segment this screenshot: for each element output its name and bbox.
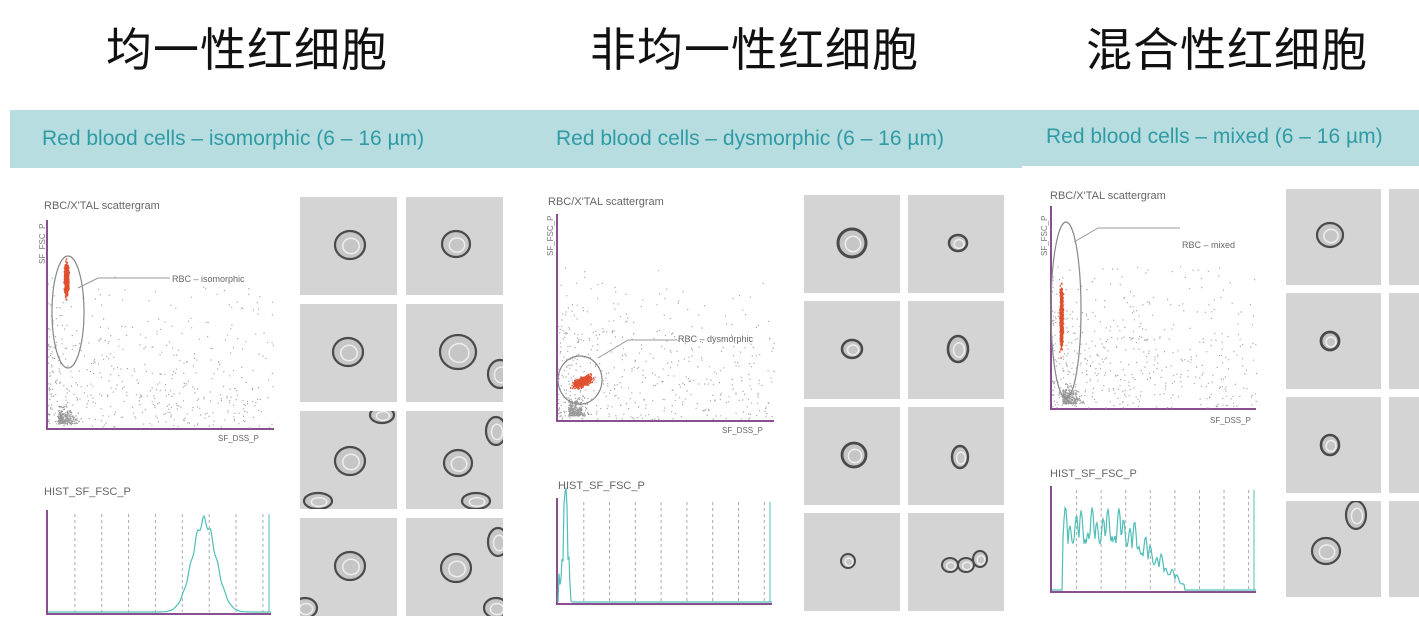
- hist-y-axis: [1050, 486, 1052, 592]
- cell-image: [908, 195, 1004, 293]
- histogram-label: HIST_SF_FSC_P: [1050, 468, 1137, 480]
- scattergram-label: RBC/X'TAL scattergram: [1050, 190, 1166, 202]
- hist-y-axis: [46, 510, 48, 614]
- scattergram-label: RBC/X'TAL scattergram: [548, 196, 664, 208]
- cell-image: [804, 301, 900, 399]
- cell-image: [804, 407, 900, 505]
- x-axis-label: SF_DSS_P: [722, 426, 763, 435]
- cell-image: [406, 411, 503, 509]
- cell-image: [908, 407, 1004, 505]
- hist-x-axis: [556, 603, 772, 605]
- scatter-plot: [1050, 221, 1258, 409]
- histogram-label: HIST_SF_FSC_P: [44, 486, 131, 498]
- x-axis-label: SF_DSS_P: [1210, 416, 1251, 425]
- cell-image: [1286, 501, 1381, 597]
- panel-heading: Red blood cells – mixed (6 – 16 µm): [1022, 110, 1419, 166]
- panel-heading: Red blood cells – dysmorphic (6 – 16 µm): [524, 110, 1022, 168]
- scatter-y-axis: [556, 214, 558, 422]
- panel-dysmorphic: Red blood cells – dysmorphic (6 – 16 µm)…: [524, 110, 1022, 619]
- scatter-x-axis: [46, 428, 274, 430]
- scatter-y-axis: [46, 220, 48, 430]
- title-mixed: 混合性红细胞: [1086, 23, 1368, 77]
- panel-isomorphic: Red blood cells – isomorphic (6 – 16 µm)…: [10, 110, 524, 619]
- scatter-plot: [48, 255, 274, 429]
- cell-image: [1389, 501, 1419, 597]
- cell-image: [908, 301, 1004, 399]
- histogram-label: HIST_SF_FSC_P: [558, 480, 645, 492]
- cell-image: [1286, 293, 1381, 389]
- cell-image: [406, 304, 503, 402]
- scatter-plot: [557, 267, 775, 421]
- cell-image: [300, 304, 397, 402]
- hist-x-axis: [1050, 591, 1256, 593]
- histogram-plot: [1052, 490, 1256, 591]
- panel-heading: Red blood cells – isomorphic (6 – 16 µm): [10, 110, 524, 168]
- y-axis-label: SF_FSC_P: [1040, 215, 1049, 256]
- panel-mixed: Red blood cells – mixed (6 – 16 µm) RBC/…: [1022, 110, 1419, 619]
- cell-image: [804, 195, 900, 293]
- title-dysmorphic: 非均一性红细胞: [590, 23, 919, 77]
- gate-annotation: RBC – isomorphic: [172, 274, 245, 284]
- cell-image: [300, 518, 397, 616]
- cell-image: [1389, 189, 1419, 285]
- cell-image: [300, 197, 397, 295]
- scattergram-label: RBC/X'TAL scattergram: [44, 200, 160, 212]
- hist-y-axis: [556, 498, 558, 604]
- scatter-x-axis: [556, 420, 774, 422]
- cell-image: [1286, 397, 1381, 493]
- cell-image: [300, 411, 397, 509]
- hist-x-axis: [46, 613, 271, 615]
- cell-image: [406, 518, 503, 616]
- cell-image: [1389, 293, 1419, 389]
- cell-image: [908, 513, 1004, 611]
- gate-annotation: RBC – dysmorphic: [678, 334, 754, 344]
- cell-image: [1389, 397, 1419, 493]
- x-axis-label: SF_DSS_P: [218, 434, 259, 443]
- scatter-x-axis: [1050, 408, 1256, 410]
- cell-image: [1286, 189, 1381, 285]
- cell-image: [406, 197, 503, 295]
- histogram-plot: [48, 514, 271, 613]
- cell-image: [804, 513, 900, 611]
- title-isomorphic: 均一性红细胞: [106, 23, 388, 77]
- gate-annotation: RBC – mixed: [1182, 240, 1236, 250]
- y-axis-label: SF_FSC_P: [546, 215, 555, 256]
- histogram-plot: [557, 487, 772, 603]
